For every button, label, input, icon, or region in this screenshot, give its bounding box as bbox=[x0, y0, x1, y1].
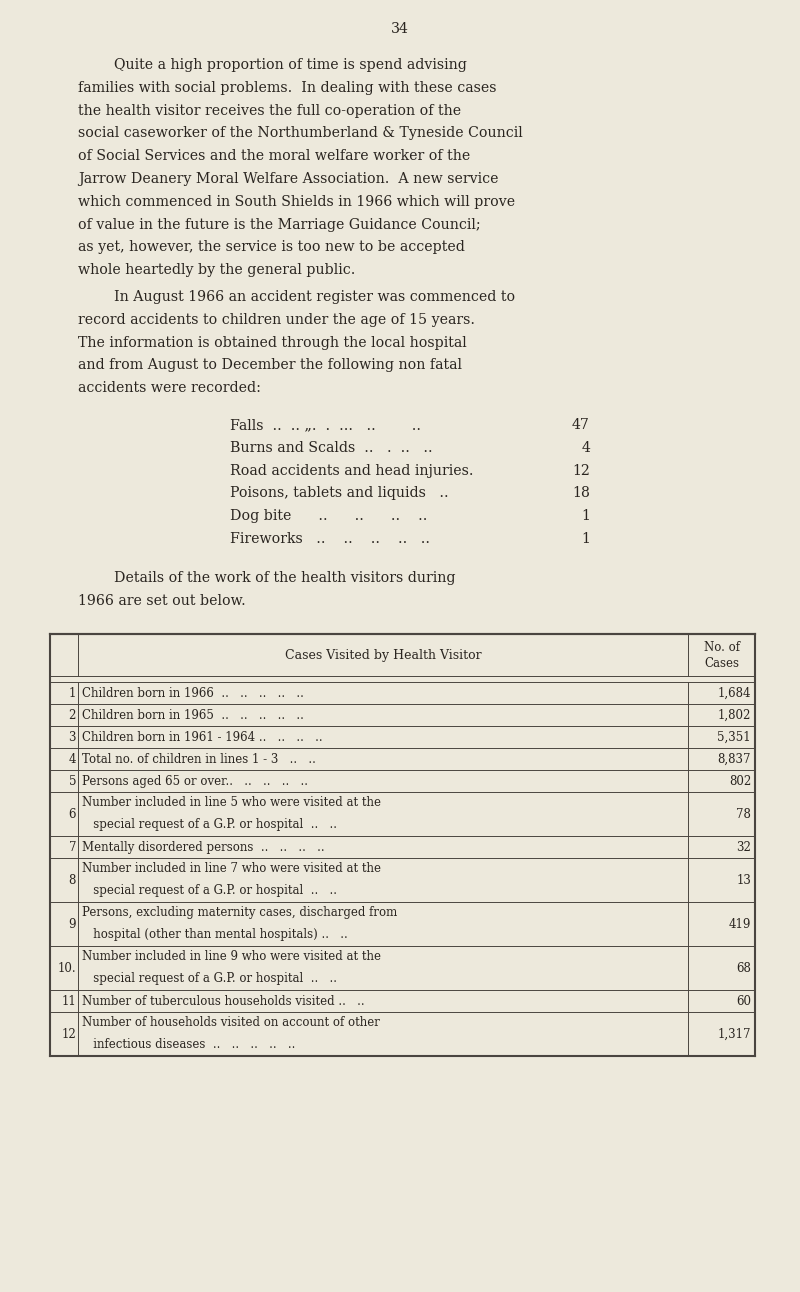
Text: 3: 3 bbox=[69, 731, 76, 744]
Text: 8: 8 bbox=[69, 873, 76, 886]
Text: 68: 68 bbox=[736, 963, 751, 975]
Text: Road accidents and head injuries.: Road accidents and head injuries. bbox=[230, 464, 474, 478]
Text: 18: 18 bbox=[572, 486, 590, 500]
Text: 11: 11 bbox=[62, 995, 76, 1008]
Text: 6: 6 bbox=[69, 808, 76, 820]
Text: Number included in line 9 who were visited at the: Number included in line 9 who were visit… bbox=[82, 951, 381, 964]
Text: Number of households visited on account of other: Number of households visited on account … bbox=[82, 1017, 380, 1030]
Text: Total no. of children in lines 1 - 3   ..   ..: Total no. of children in lines 1 - 3 .. … bbox=[82, 753, 316, 766]
Text: Quite a high proportion of time is spend advising: Quite a high proportion of time is spend… bbox=[78, 58, 467, 72]
Text: 12: 12 bbox=[62, 1028, 76, 1041]
Text: Persons, excluding maternity cases, discharged from: Persons, excluding maternity cases, disc… bbox=[82, 907, 398, 920]
Text: 7: 7 bbox=[69, 841, 76, 854]
Text: 2: 2 bbox=[69, 709, 76, 722]
Text: special request of a G.P. or hospital  ..   ..: special request of a G.P. or hospital ..… bbox=[82, 973, 337, 986]
Text: 4: 4 bbox=[581, 441, 590, 455]
Text: accidents were recorded:: accidents were recorded: bbox=[78, 381, 261, 395]
Text: 1: 1 bbox=[69, 687, 76, 700]
Text: Children born in 1961 - 1964 ..   ..   ..   ..: Children born in 1961 - 1964 .. .. .. .. bbox=[82, 731, 322, 744]
Text: Cases Visited by Health Visitor: Cases Visited by Health Visitor bbox=[285, 649, 482, 662]
Text: 32: 32 bbox=[736, 841, 751, 854]
Text: of Social Services and the moral welfare worker of the: of Social Services and the moral welfare… bbox=[78, 149, 470, 163]
Text: special request of a G.P. or hospital  ..   ..: special request of a G.P. or hospital ..… bbox=[82, 885, 337, 898]
Text: Persons aged 65 or over..   ..   ..   ..   ..: Persons aged 65 or over.. .. .. .. .. bbox=[82, 775, 308, 788]
Text: and from August to December the following non fatal: and from August to December the followin… bbox=[78, 358, 462, 372]
Text: 1,802: 1,802 bbox=[718, 709, 751, 722]
Text: Children born in 1966  ..   ..   ..   ..   ..: Children born in 1966 .. .. .. .. .. bbox=[82, 687, 304, 700]
Text: 9: 9 bbox=[69, 917, 76, 932]
Text: Children born in 1965  ..   ..   ..   ..   ..: Children born in 1965 .. .. .. .. .. bbox=[82, 709, 304, 722]
Text: 34: 34 bbox=[391, 22, 409, 36]
Text: Falls  ..  .. „.  .  ...   ..        ..: Falls .. .. „. . ... .. .. bbox=[230, 419, 430, 432]
Text: record accidents to children under the age of 15 years.: record accidents to children under the a… bbox=[78, 313, 475, 327]
Text: In August 1966 an accident register was commenced to: In August 1966 an accident register was … bbox=[78, 289, 515, 304]
Text: Number included in line 5 who were visited at the: Number included in line 5 who were visit… bbox=[82, 796, 381, 809]
Text: 10.: 10. bbox=[58, 963, 76, 975]
Text: 60: 60 bbox=[736, 995, 751, 1008]
Text: Mentally disordered persons  ..   ..   ..   ..: Mentally disordered persons .. .. .. .. bbox=[82, 841, 325, 854]
Text: No. of
Cases: No. of Cases bbox=[703, 641, 739, 669]
Text: Fireworks   ..    ..    ..    ..   ..: Fireworks .. .. .. .. .. bbox=[230, 532, 430, 547]
Text: Number included in line 7 who were visited at the: Number included in line 7 who were visit… bbox=[82, 862, 381, 876]
Text: Jarrow Deanery Moral Welfare Association.  A new service: Jarrow Deanery Moral Welfare Association… bbox=[78, 172, 498, 186]
Text: 4: 4 bbox=[69, 753, 76, 766]
Text: whole heartedly by the general public.: whole heartedly by the general public. bbox=[78, 264, 355, 278]
Text: Poisons, tablets and liquids   ..: Poisons, tablets and liquids .. bbox=[230, 486, 449, 500]
Text: hospital (other than mental hospitals) ..   ..: hospital (other than mental hospitals) .… bbox=[82, 929, 348, 942]
Text: 1: 1 bbox=[581, 532, 590, 547]
Text: as yet, however, the service is too new to be accepted: as yet, however, the service is too new … bbox=[78, 240, 465, 255]
Text: 5: 5 bbox=[69, 775, 76, 788]
Text: special request of a G.P. or hospital  ..   ..: special request of a G.P. or hospital ..… bbox=[82, 818, 337, 831]
Text: which commenced in South Shields in 1966 which will prove: which commenced in South Shields in 1966… bbox=[78, 195, 515, 209]
Text: social caseworker of the Northumberland & Tyneside Council: social caseworker of the Northumberland … bbox=[78, 127, 522, 141]
Text: 1: 1 bbox=[581, 509, 590, 523]
Text: the health visitor receives the full co-operation of the: the health visitor receives the full co-… bbox=[78, 103, 461, 118]
Text: infectious diseases  ..   ..   ..   ..   ..: infectious diseases .. .. .. .. .. bbox=[82, 1039, 295, 1052]
Text: The information is obtained through the local hospital: The information is obtained through the … bbox=[78, 336, 466, 350]
Text: 1966 are set out below.: 1966 are set out below. bbox=[78, 593, 246, 607]
Text: Dog bite      ..      ..      ..    ..: Dog bite .. .. .. .. bbox=[230, 509, 427, 523]
Text: Number of tuberculous households visited ..   ..: Number of tuberculous households visited… bbox=[82, 995, 365, 1008]
Text: 419: 419 bbox=[729, 917, 751, 932]
Text: 13: 13 bbox=[736, 873, 751, 886]
Text: 1,317: 1,317 bbox=[718, 1028, 751, 1041]
Text: 47: 47 bbox=[572, 419, 590, 432]
Text: 1,684: 1,684 bbox=[718, 687, 751, 700]
Text: 78: 78 bbox=[736, 808, 751, 820]
Text: of value in the future is the Marriage Guidance Council;: of value in the future is the Marriage G… bbox=[78, 217, 481, 231]
Text: families with social problems.  In dealing with these cases: families with social problems. In dealin… bbox=[78, 81, 497, 94]
Text: 12: 12 bbox=[572, 464, 590, 478]
Text: 5,351: 5,351 bbox=[718, 731, 751, 744]
Text: Details of the work of the health visitors during: Details of the work of the health visito… bbox=[78, 571, 455, 585]
Text: 802: 802 bbox=[729, 775, 751, 788]
Text: Burns and Scalds  ..   .  ..   ..: Burns and Scalds .. . .. .. bbox=[230, 441, 446, 455]
Text: 8,837: 8,837 bbox=[718, 753, 751, 766]
